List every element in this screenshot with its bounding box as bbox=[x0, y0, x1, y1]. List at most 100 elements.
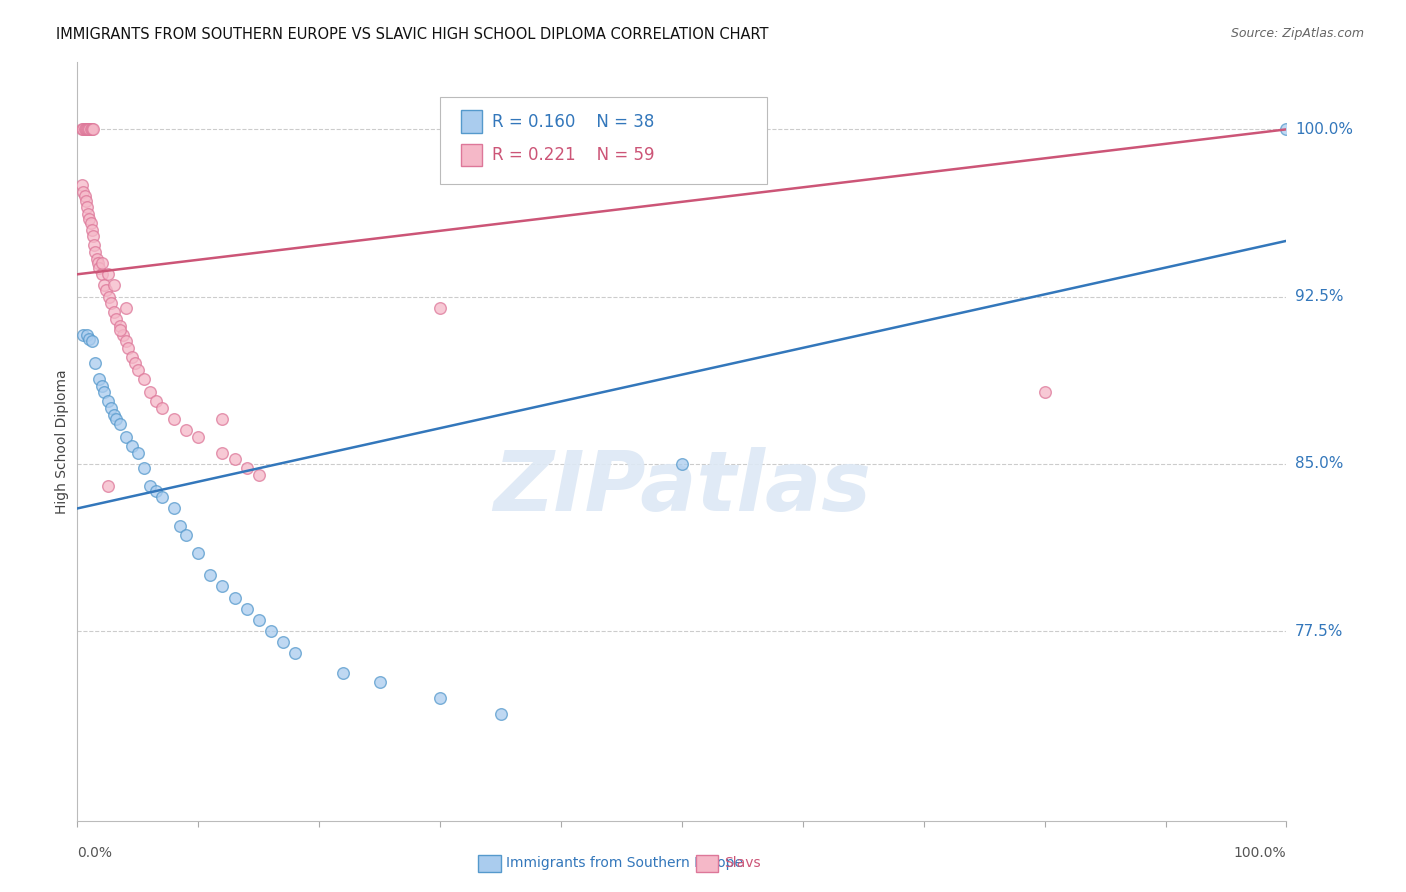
Point bbox=[79, 122, 101, 136]
Point bbox=[187, 546, 209, 560]
Point bbox=[76, 327, 98, 342]
Point bbox=[284, 647, 307, 661]
Point bbox=[163, 501, 186, 516]
Point bbox=[211, 412, 233, 426]
Point bbox=[127, 446, 149, 460]
Point bbox=[72, 122, 94, 136]
Point bbox=[145, 394, 167, 409]
Point bbox=[112, 327, 135, 342]
Point bbox=[80, 122, 103, 136]
Point bbox=[72, 327, 94, 342]
Point bbox=[121, 350, 143, 364]
Point bbox=[224, 452, 246, 467]
Point bbox=[150, 491, 173, 505]
Point bbox=[108, 323, 131, 337]
Point bbox=[90, 268, 112, 282]
Text: IMMIGRANTS FROM SOUTHERN EUROPE VS SLAVIC HIGH SCHOOL DIPLOMA CORRELATION CHART: IMMIGRANTS FROM SOUTHERN EUROPE VS SLAVI… bbox=[56, 27, 769, 42]
Point bbox=[174, 528, 197, 542]
Point bbox=[96, 268, 118, 282]
Point bbox=[150, 401, 173, 416]
Point bbox=[75, 194, 97, 208]
Point bbox=[368, 675, 391, 690]
Point bbox=[114, 430, 136, 444]
Point bbox=[82, 122, 104, 136]
Text: R = 0.221    N = 59: R = 0.221 N = 59 bbox=[492, 146, 655, 164]
Point bbox=[211, 446, 233, 460]
Point bbox=[271, 635, 294, 649]
Point bbox=[124, 356, 146, 371]
Point bbox=[84, 245, 107, 260]
Point bbox=[87, 372, 110, 386]
Point bbox=[83, 238, 105, 252]
Point bbox=[100, 401, 122, 416]
Point bbox=[82, 229, 104, 244]
Point bbox=[96, 394, 118, 409]
Point bbox=[247, 467, 270, 482]
Text: 77.5%: 77.5% bbox=[1295, 624, 1343, 639]
Point bbox=[105, 312, 128, 326]
Point bbox=[108, 417, 131, 431]
Point bbox=[70, 178, 93, 193]
Point bbox=[211, 580, 233, 594]
Point bbox=[73, 122, 96, 136]
Point bbox=[127, 363, 149, 377]
Point bbox=[187, 430, 209, 444]
Point bbox=[76, 122, 98, 136]
Point bbox=[100, 296, 122, 310]
Point bbox=[80, 334, 103, 349]
Point bbox=[103, 278, 125, 293]
Point bbox=[77, 122, 100, 136]
Point bbox=[132, 372, 155, 386]
Point bbox=[1275, 122, 1298, 136]
Point bbox=[96, 283, 118, 297]
Point bbox=[103, 305, 125, 319]
Point bbox=[79, 216, 101, 230]
Text: ZIPatlas: ZIPatlas bbox=[494, 447, 870, 527]
Point bbox=[103, 408, 125, 422]
Point bbox=[90, 379, 112, 393]
Point bbox=[114, 301, 136, 315]
Text: 92.5%: 92.5% bbox=[1295, 289, 1343, 304]
Point bbox=[121, 439, 143, 453]
Point bbox=[224, 591, 246, 605]
Point bbox=[79, 122, 101, 136]
Point bbox=[332, 666, 354, 681]
Point bbox=[429, 301, 451, 315]
Text: 100.0%: 100.0% bbox=[1295, 122, 1353, 136]
Y-axis label: High School Diploma: High School Diploma bbox=[55, 369, 69, 514]
Point bbox=[260, 624, 283, 639]
Point bbox=[87, 256, 110, 270]
Point bbox=[489, 706, 512, 721]
Point bbox=[145, 483, 167, 498]
Point bbox=[169, 519, 191, 533]
Point bbox=[73, 189, 96, 203]
Point bbox=[671, 457, 693, 471]
Point bbox=[93, 278, 115, 293]
Point bbox=[72, 185, 94, 199]
Point bbox=[108, 318, 131, 333]
Point bbox=[93, 385, 115, 400]
Point bbox=[79, 332, 101, 346]
Point bbox=[1033, 385, 1056, 400]
Point bbox=[235, 461, 257, 475]
Point bbox=[139, 385, 162, 400]
Point bbox=[163, 412, 186, 426]
Point bbox=[174, 424, 197, 438]
Point bbox=[132, 461, 155, 475]
Text: Source: ZipAtlas.com: Source: ZipAtlas.com bbox=[1230, 27, 1364, 40]
Text: Immigrants from Southern Europe: Immigrants from Southern Europe bbox=[506, 856, 744, 871]
Bar bbox=[461, 111, 482, 133]
Point bbox=[75, 122, 97, 136]
Point bbox=[235, 602, 257, 616]
Point bbox=[80, 223, 103, 237]
Point bbox=[247, 613, 270, 627]
FancyBboxPatch shape bbox=[440, 96, 766, 184]
Point bbox=[114, 334, 136, 349]
Point bbox=[117, 341, 139, 355]
Point bbox=[76, 200, 98, 214]
Point bbox=[139, 479, 162, 493]
Text: 85.0%: 85.0% bbox=[1295, 457, 1343, 471]
Point bbox=[429, 690, 451, 705]
Point bbox=[105, 412, 128, 426]
Text: 100.0%: 100.0% bbox=[1234, 846, 1286, 860]
